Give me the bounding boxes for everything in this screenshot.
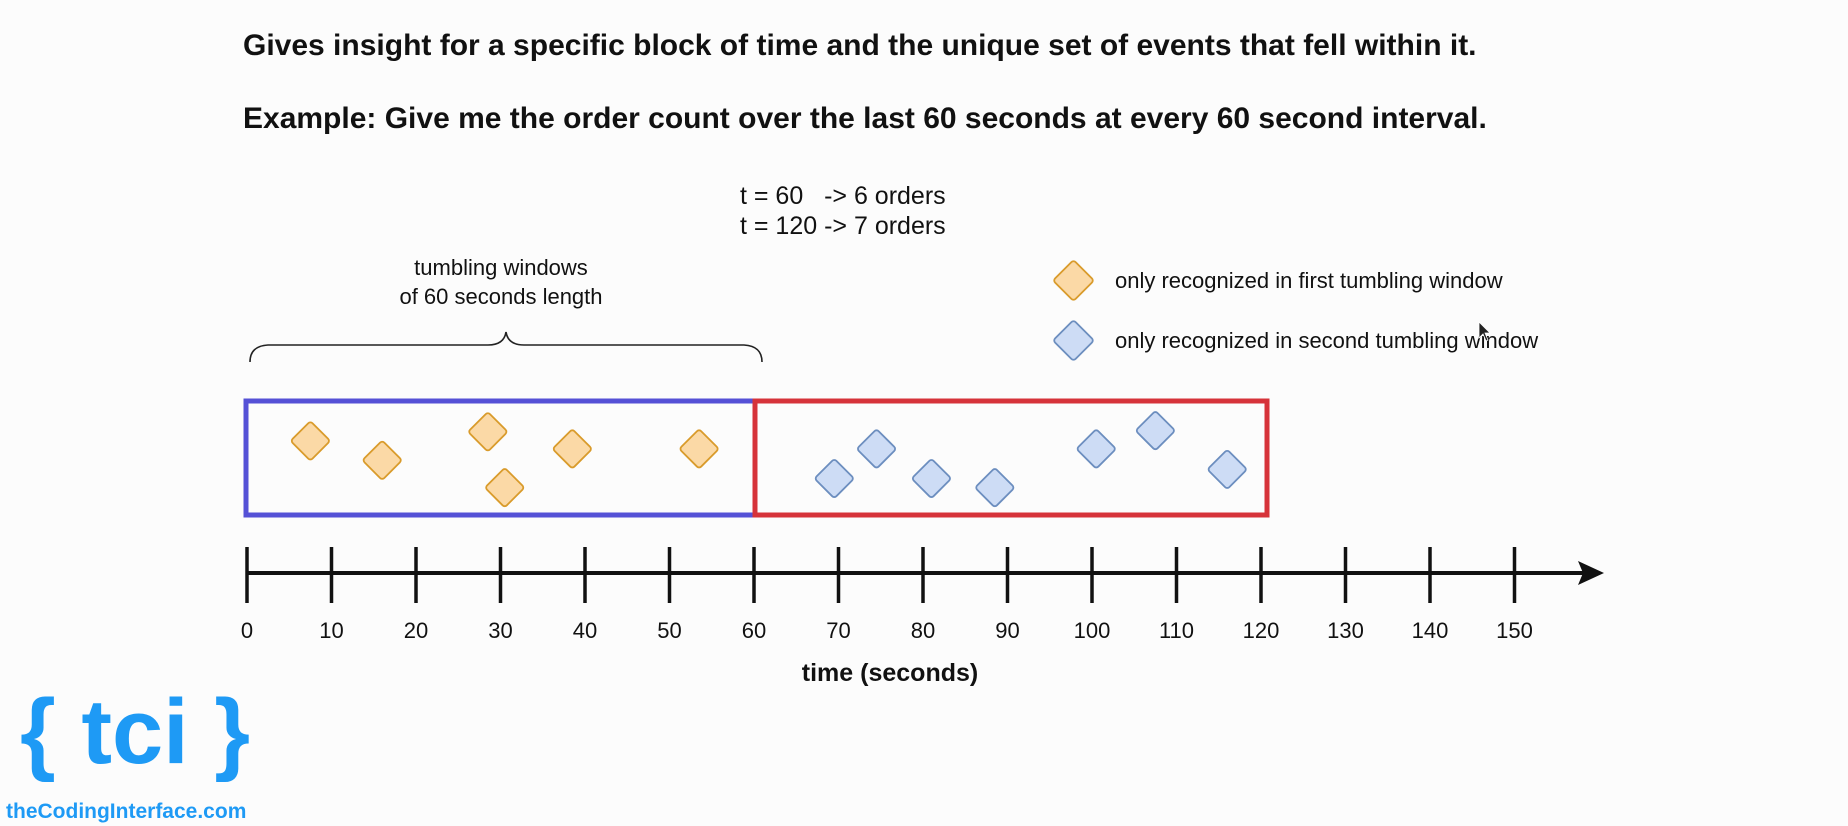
axis-tick-label: 20 (404, 618, 428, 643)
tumbling-window-second (752, 398, 1270, 518)
event-second-window (975, 468, 1015, 508)
heading-example: Example: Give me the order count over th… (243, 102, 1487, 135)
window-brace (249, 331, 763, 363)
event-second-window (911, 459, 951, 498)
event-second-window (1076, 429, 1116, 469)
axis-ticks: 0 10 20 30 40 50 60 70 80 90 100 110 120 130 140 150 (241, 547, 1533, 643)
legend-first-label: only recognized in first tumbling window (1115, 268, 1503, 293)
axis-tick-label: 140 (1412, 618, 1449, 643)
axis-tick-label: 10 (319, 618, 343, 643)
logo-mark: { tci } (20, 681, 251, 783)
logo-url: theCodingInterface.com (6, 800, 247, 823)
event-first-window (468, 412, 508, 452)
window-label-line2: of 60 seconds length (399, 284, 602, 309)
axis-tick-label: 0 (241, 618, 253, 643)
count-line-120: t = 120 -> 7 orders (740, 212, 946, 240)
legend-diamond-orange-icon (1053, 260, 1094, 301)
mouse-cursor-icon (1478, 321, 1491, 342)
event-second-window (1135, 411, 1175, 451)
events (290, 411, 1247, 508)
axis-tick-label: 110 (1159, 618, 1194, 643)
axis-label: time (seconds) (802, 659, 978, 687)
axis-tick-label: 90 (995, 618, 1019, 643)
event-first-window (485, 468, 525, 508)
window-label-line1: tumbling windows (414, 255, 588, 280)
legend-second-label: only recognized in second tumbling windo… (1115, 328, 1538, 353)
event-second-window (1207, 449, 1247, 489)
legend-diamond-blue-icon (1053, 320, 1094, 361)
heading-description: Gives insight for a specific block of ti… (243, 29, 1477, 62)
axis-tick-label: 130 (1327, 618, 1364, 643)
legend-first: only recognized in first tumbling window (1053, 260, 1503, 301)
legend-second: only recognized in second tumbling windo… (1053, 320, 1538, 361)
axis-tick-label: 30 (488, 618, 512, 643)
axis-arrow-icon (1578, 561, 1604, 585)
axis-tick-label: 100 (1074, 618, 1111, 643)
event-second-window (814, 459, 854, 498)
axis-tick-label: 150 (1496, 618, 1533, 643)
event-first-window (362, 440, 402, 480)
axis-tick-label: 40 (573, 618, 597, 643)
axis-tick-label: 80 (911, 618, 935, 643)
event-first-window (679, 429, 719, 469)
count-line-60: t = 60 -> 6 orders (740, 182, 946, 210)
axis-tick-label: 60 (742, 618, 766, 643)
event-second-window (857, 429, 896, 469)
axis-tick-label: 70 (826, 618, 850, 643)
axis-tick-label: 50 (657, 618, 681, 643)
event-first-window (552, 429, 592, 469)
axis-tick-label: 120 (1243, 618, 1280, 643)
event-first-window (290, 421, 330, 461)
